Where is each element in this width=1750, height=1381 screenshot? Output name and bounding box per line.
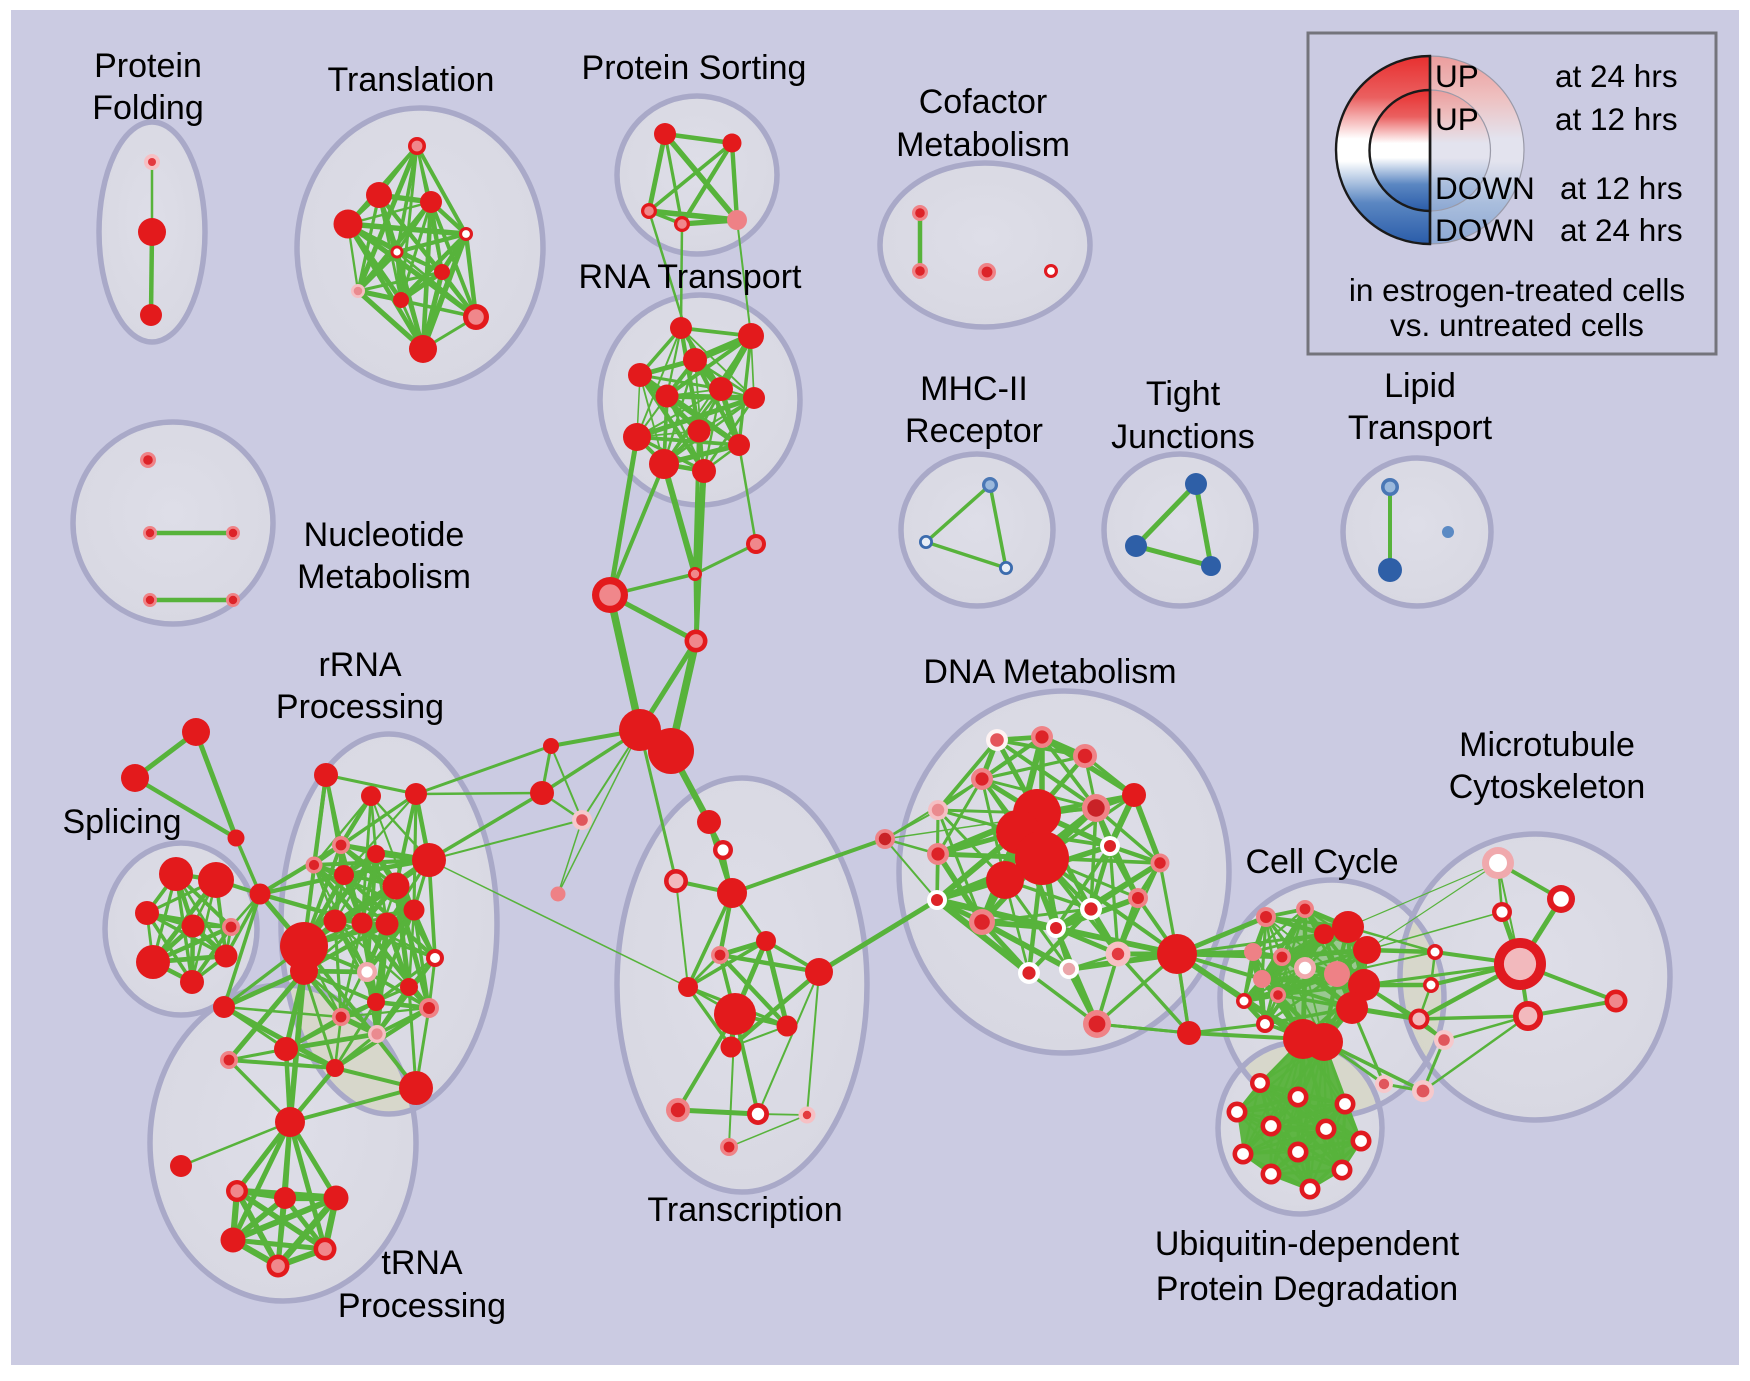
svg-text:Receptor: Receptor [905,412,1043,450]
svg-text:Protein Degradation: Protein Degradation [1156,1270,1458,1308]
svg-text:Transport: Transport [1348,409,1493,447]
svg-text:rRNA: rRNA [318,646,401,684]
svg-text:UP: UP [1435,58,1479,94]
svg-text:Processing: Processing [338,1287,506,1325]
svg-text:in estrogen-treated cells: in estrogen-treated cells [1349,272,1685,308]
svg-text:Splicing: Splicing [62,803,181,841]
svg-text:RNA Transport: RNA Transport [579,258,803,296]
svg-text:DNA Metabolism: DNA Metabolism [923,653,1176,691]
svg-text:at 12 hrs: at 12 hrs [1560,170,1683,206]
svg-text:at 24 hrs: at 24 hrs [1560,212,1683,248]
svg-text:Cytoskeleton: Cytoskeleton [1449,768,1646,806]
svg-text:Transcription: Transcription [647,1191,842,1229]
svg-text:Processing: Processing [276,688,444,726]
svg-text:tRNA: tRNA [381,1244,463,1282]
svg-text:Lipid: Lipid [1384,367,1456,405]
svg-text:at 24 hrs: at 24 hrs [1555,58,1678,94]
svg-text:Metabolism: Metabolism [896,126,1070,164]
svg-text:Microtubule: Microtubule [1459,726,1635,764]
svg-text:Nucleotide: Nucleotide [304,516,465,554]
svg-text:DOWN: DOWN [1435,170,1535,206]
svg-text:Junctions: Junctions [1111,418,1255,456]
svg-text:Metabolism: Metabolism [297,558,471,596]
svg-text:Tight: Tight [1146,375,1221,413]
svg-text:Protein: Protein [94,47,202,85]
svg-text:Cell Cycle: Cell Cycle [1245,843,1398,881]
svg-text:MHC-II: MHC-II [920,370,1028,408]
svg-text:UP: UP [1435,101,1479,137]
svg-text:at 12 hrs: at 12 hrs [1555,101,1678,137]
svg-text:DOWN: DOWN [1435,212,1535,248]
svg-text:Ubiquitin-dependent: Ubiquitin-dependent [1155,1225,1460,1263]
svg-text:Translation: Translation [328,61,495,99]
svg-text:Folding: Folding [92,89,204,127]
svg-text:Cofactor: Cofactor [919,83,1048,121]
svg-text:Protein Sorting: Protein Sorting [582,49,807,87]
svg-text:vs. untreated cells: vs. untreated cells [1390,307,1644,343]
